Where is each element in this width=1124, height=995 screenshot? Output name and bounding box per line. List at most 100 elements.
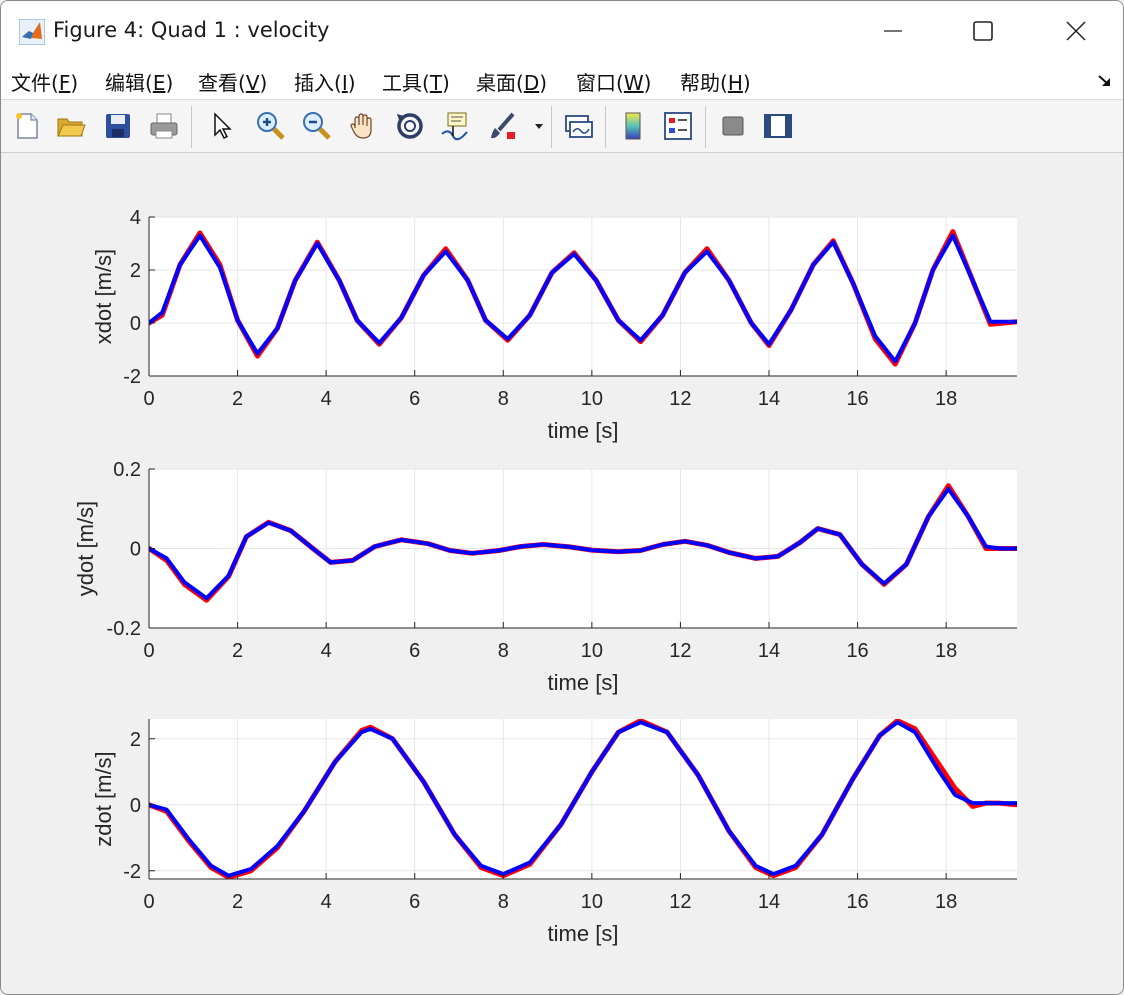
- zoom-out-button[interactable]: [299, 108, 335, 144]
- legend-icon: [664, 112, 692, 140]
- new-figure-button[interactable]: [9, 108, 45, 144]
- print-icon: [150, 113, 178, 139]
- x-tick-label: 6: [409, 891, 420, 913]
- zoom-in-button[interactable]: [253, 108, 289, 144]
- x-tick-label: 16: [846, 891, 868, 913]
- x-tick-label: 6: [409, 388, 420, 410]
- x-tick-label: 18: [935, 388, 957, 410]
- x-tick-label: 0: [143, 640, 154, 662]
- x-tick-label: 2: [232, 640, 243, 662]
- toolbar-separator: [605, 106, 606, 148]
- pointer-icon: [214, 112, 232, 140]
- brush-button[interactable]: [485, 108, 521, 144]
- edit-plot-button[interactable]: [203, 108, 239, 144]
- maximize-button[interactable]: [938, 1, 1028, 61]
- x-tick-label: 18: [935, 640, 957, 662]
- x-tick-label: 10: [581, 388, 603, 410]
- x-tick-label: 6: [409, 640, 420, 662]
- x-tick-label: 0: [143, 891, 154, 913]
- rotate-3d-button[interactable]: [392, 108, 428, 144]
- actual-series-line: [149, 486, 1017, 601]
- zoom-out-icon: [303, 112, 331, 140]
- x-tick-label: 16: [846, 640, 868, 662]
- y-tick-label: -2: [123, 861, 141, 883]
- x-tick-label: 8: [498, 388, 509, 410]
- data-cursor-button[interactable]: [437, 108, 473, 144]
- menu-edit[interactable]: 编辑(E): [105, 71, 174, 95]
- toolbar-separator: [551, 106, 552, 148]
- link-plot-icon: [565, 115, 593, 138]
- title-bar[interactable]: Figure 4: Quad 1 : velocity: [1, 1, 1123, 61]
- save-button[interactable]: [100, 108, 136, 144]
- x-axis-label: time [s]: [548, 418, 619, 443]
- x-tick-label: 16: [846, 388, 868, 410]
- print-button[interactable]: [146, 108, 182, 144]
- x-tick-label: 14: [758, 891, 780, 913]
- y-tick-label: 2: [130, 260, 141, 282]
- dock-arrow-icon[interactable]: [1095, 70, 1115, 90]
- axes-background: [149, 719, 1017, 879]
- y-tick-label: 4: [130, 207, 141, 229]
- x-tick-label: 4: [321, 891, 332, 913]
- insert-legend-button[interactable]: [660, 108, 696, 144]
- y-tick-label: 0: [130, 313, 141, 335]
- hide-plot-tools-button[interactable]: [715, 108, 751, 144]
- y-axis-label: zdot [m/s]: [91, 751, 116, 846]
- y-tick-label: -2: [123, 366, 141, 388]
- x-tick-label: 12: [669, 388, 691, 410]
- maximize-icon: [973, 21, 993, 41]
- data-cursor-icon: [441, 112, 468, 141]
- menu-file[interactable]: 文件(F): [11, 71, 79, 95]
- open-file-button[interactable]: [53, 108, 89, 144]
- brush-dropdown-icon: [535, 124, 543, 129]
- actual-series-line: [149, 233, 1017, 364]
- x-tick-label: 12: [669, 640, 691, 662]
- menu-help[interactable]: 帮助(H): [680, 71, 751, 95]
- x-tick-label: 4: [321, 640, 332, 662]
- y-axis-label: xdot [m/s]: [91, 249, 116, 344]
- matlab-logo-icon: [19, 19, 45, 45]
- menu-bar: 文件(F) 编辑(E) 查看(V) 插入(I) 工具(T) 桌面(D) 窗口(W…: [1, 61, 1123, 100]
- y-tick-label: 0.2: [113, 459, 141, 481]
- y-tick-label: 2: [130, 729, 141, 751]
- menu-desktop[interactable]: 桌面(D): [476, 71, 548, 95]
- pan-button[interactable]: [345, 108, 381, 144]
- open-folder-icon: [57, 118, 86, 137]
- close-icon: [1066, 21, 1086, 41]
- pan-hand-icon: [350, 113, 372, 139]
- x-tick-label: 18: [935, 891, 957, 913]
- x-tick-label: 2: [232, 891, 243, 913]
- y-tick-label: 0: [130, 795, 141, 817]
- save-icon: [106, 114, 130, 138]
- x-tick-label: 10: [581, 891, 603, 913]
- y-tick-label: -0.2: [107, 618, 141, 640]
- zoom-in-icon: [257, 112, 285, 140]
- rotate-3d-icon: [397, 113, 423, 139]
- link-plot-button[interactable]: [561, 108, 597, 144]
- axes-background: [149, 217, 1017, 376]
- x-tick-label: 4: [321, 388, 332, 410]
- insert-colorbar-button[interactable]: [615, 108, 651, 144]
- menu-window[interactable]: 窗口(W): [576, 71, 652, 95]
- menu-insert[interactable]: 插入(I): [294, 71, 356, 95]
- x-tick-label: 0: [143, 388, 154, 410]
- show-plot-tools-button[interactable]: [760, 108, 796, 144]
- brush-dropdown-button[interactable]: [529, 108, 549, 144]
- menu-view[interactable]: 查看(V): [198, 71, 268, 95]
- close-button[interactable]: [1031, 1, 1121, 61]
- menu-tools[interactable]: 工具(T): [382, 71, 450, 95]
- x-axis-label: time [s]: [548, 670, 619, 695]
- x-tick-label: 14: [758, 640, 780, 662]
- x-tick-label: 12: [669, 891, 691, 913]
- figure-canvas: 0 2 4 6 8 10 12 14 16 18 -2 0 2 4 time [s] xdot [m/s] 0 2…: [1, 153, 1123, 994]
- x-tick-label: 8: [498, 891, 509, 913]
- show-plot-tools-icon: [764, 114, 792, 138]
- new-file-icon: [16, 113, 38, 139]
- minimize-button[interactable]: [848, 1, 938, 61]
- x-tick-label: 2: [232, 388, 243, 410]
